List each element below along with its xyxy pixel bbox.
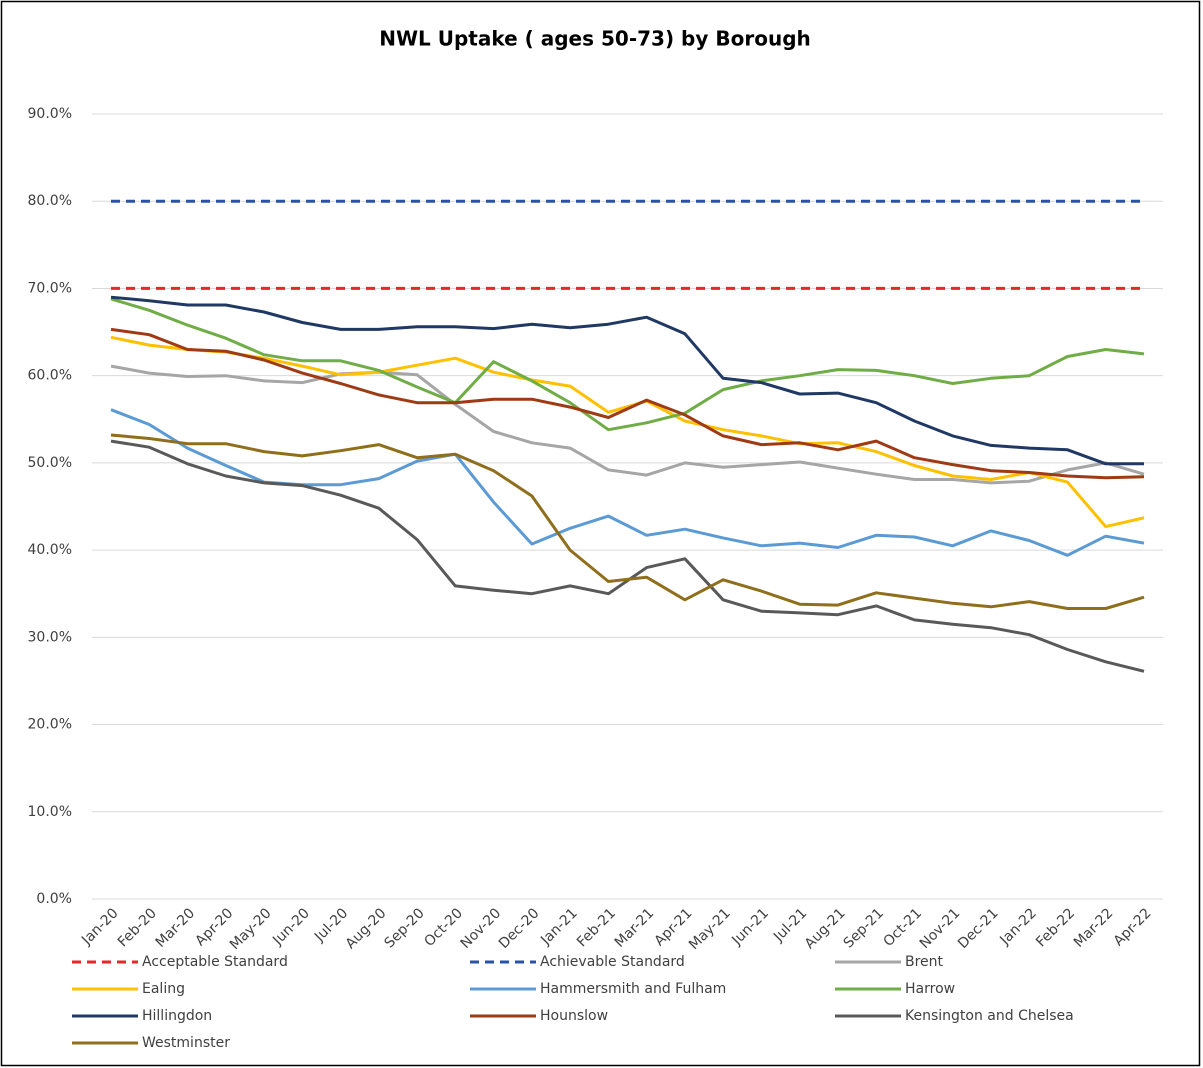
series-line [110,295,1144,466]
y-tick-label: 80.0% [28,193,72,209]
y-tick-label: 20.0% [28,717,72,733]
series-line [110,433,1145,610]
y-tick-label: 40.0% [28,542,72,558]
y-tick-label: 30.0% [28,629,72,645]
y-tick-label: 70.0% [28,280,72,296]
legend-label: Ealing [142,981,185,997]
series-line [110,327,1145,480]
legend-label: Brent [905,954,944,970]
legend-label: Hammersmith and Fulham [540,981,726,997]
legend-label: Acceptable Standard [142,954,288,970]
series-line [110,364,1145,485]
legend-label: Kensington and Chelsea [905,1008,1074,1024]
y-tick-label: 50.0% [28,455,72,471]
y-tick-label: 60.0% [28,368,72,384]
series-line [110,297,1145,432]
legend-label: Harrow [905,981,955,997]
chart-title: NWL Uptake ( ages 50-73) by Borough [379,27,811,51]
series-line [110,335,1145,529]
legend-label: Hillingdon [142,1008,212,1024]
legend-label: Hounslow [540,1008,608,1024]
y-tick-label: 0.0% [36,891,72,907]
y-tick-label: 90.0% [28,106,72,122]
legend-label: Achievable Standard [540,954,685,970]
legend-label: Westminster [142,1035,230,1051]
y-tick-label: 10.0% [28,804,72,820]
